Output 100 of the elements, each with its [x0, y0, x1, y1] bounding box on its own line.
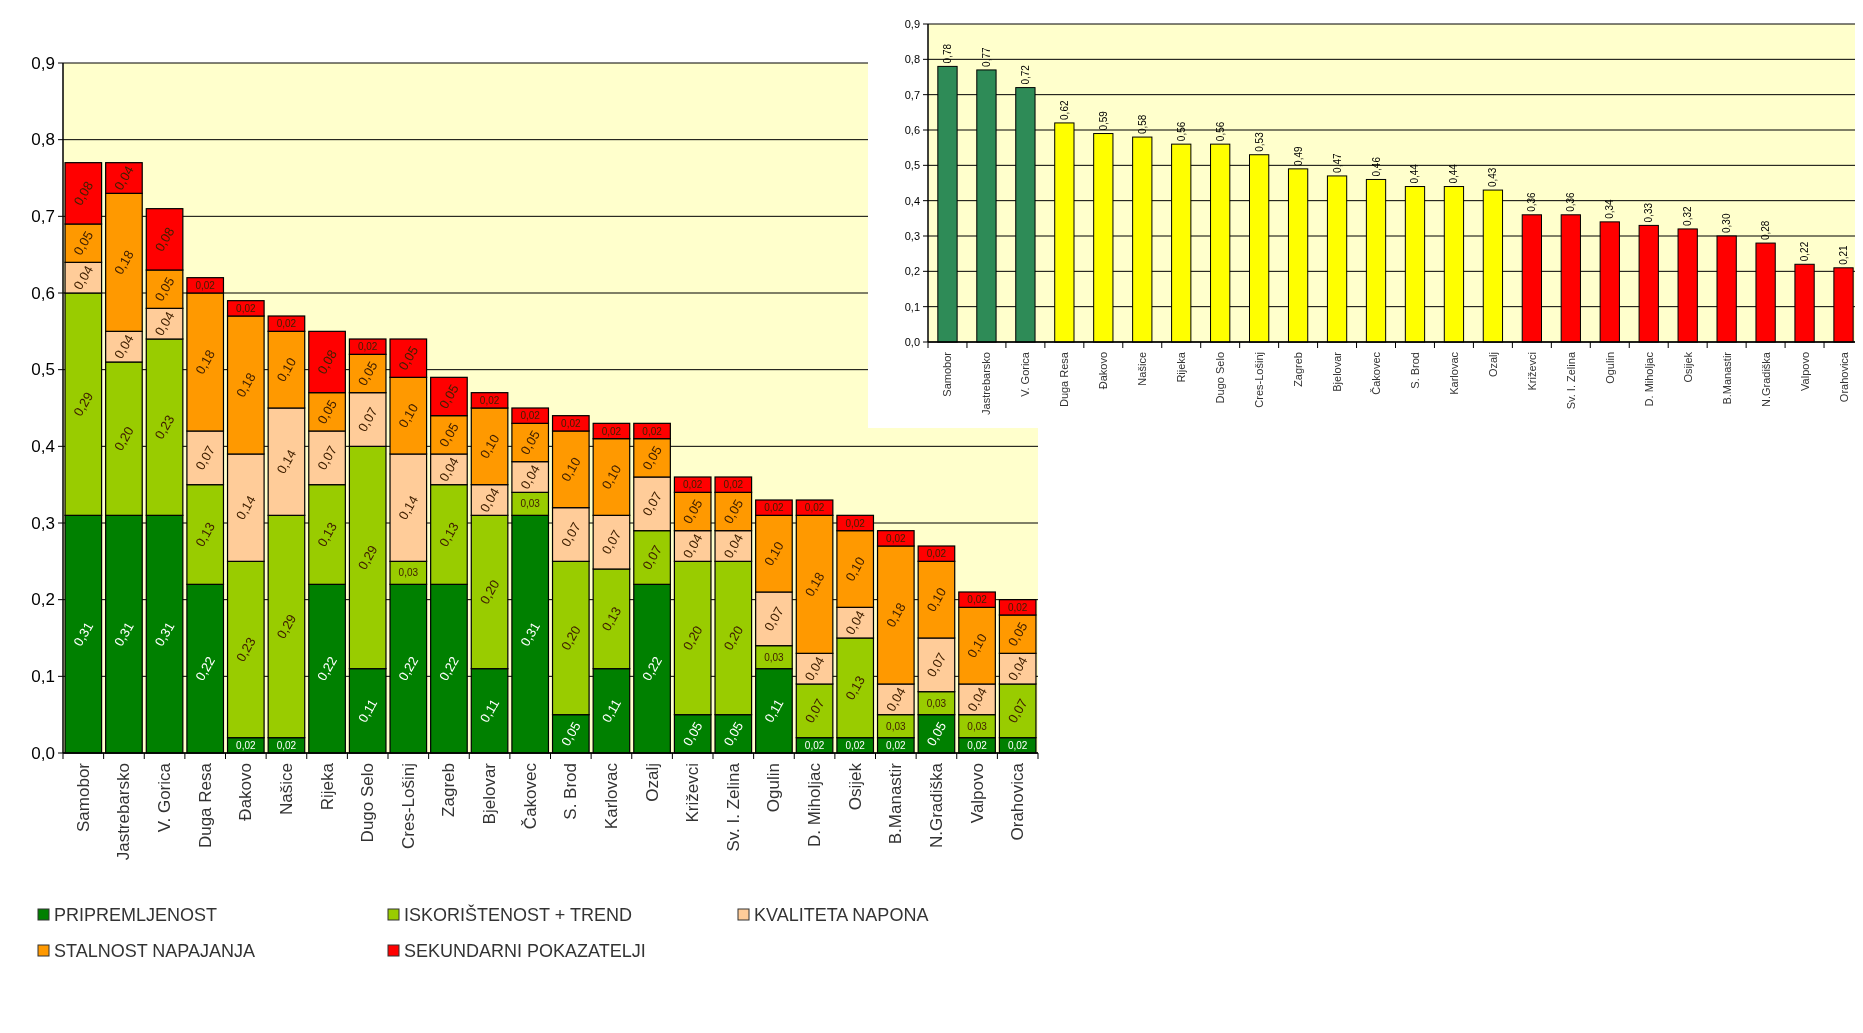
y-tick-label: 0,2 — [31, 590, 55, 610]
data-label: 0,21 — [1838, 244, 1850, 265]
data-label: 0,11 — [355, 696, 381, 726]
x-tick-label: Našice — [1136, 352, 1149, 386]
x-tick-label: Orahovica — [1837, 351, 1850, 403]
x-tick-label: Duga Resa — [1058, 351, 1071, 408]
data-label: 0,02 — [195, 279, 216, 291]
legend-label: STALNOST NAPAJANJA — [54, 941, 256, 961]
x-tick-label: Dugo Selo — [358, 763, 378, 843]
data-label: 0,11 — [476, 696, 503, 726]
x-tick-label: Bjelovar — [1331, 351, 1344, 392]
data-label: 0,02 — [357, 341, 378, 353]
x-tick-label: Karlovac — [1447, 351, 1460, 395]
y-tick-label: 0,8 — [904, 53, 920, 66]
y-tick-label: 0,3 — [904, 230, 920, 242]
y-tick-label: 0,1 — [31, 666, 55, 686]
x-tick-label: D. Miholjac — [1642, 351, 1655, 407]
x-tick-label: V. Gorica — [1019, 351, 1032, 397]
data-label: 0,47 — [1331, 153, 1343, 173]
data-label: 0,28 — [1760, 220, 1772, 241]
x-tick-label: S. Brod — [561, 763, 581, 820]
data-label: 0,02 — [601, 425, 622, 437]
data-label: 0,03 — [764, 651, 785, 663]
x-tick-label: Valpovo — [967, 763, 987, 824]
data-label: 0,02 — [804, 739, 825, 751]
data-label: 0,36 — [1526, 191, 1538, 212]
data-label: 0,02 — [642, 425, 663, 437]
x-tick-label: N.Gradiška — [1759, 351, 1772, 408]
x-tick-label: Ozalj — [1486, 352, 1499, 378]
data-label: 0,02 — [236, 302, 256, 314]
data-label: 0,33 — [1643, 202, 1655, 223]
x-tick-label: B.Manastir — [1720, 351, 1733, 405]
y-tick-label: 0,6 — [31, 283, 55, 303]
x-tick-label: Samobor — [941, 351, 954, 397]
data-label: 0,30 — [1721, 213, 1733, 233]
x-tick-label: D. Miholjac — [805, 762, 825, 848]
data-label: 0,53 — [1253, 131, 1265, 152]
data-label: 0,02 — [804, 502, 825, 514]
x-tick-label: Samobor — [73, 762, 93, 832]
y-tick-label: 0,7 — [904, 88, 920, 101]
y-tick-label: 0,9 — [904, 18, 920, 30]
legend-label: SEKUNDARNI POKAZATELJI — [404, 941, 646, 961]
y-tick-label: 0,7 — [31, 206, 55, 226]
x-tick-label: B.Manastir — [886, 762, 906, 845]
data-label: 0,77 — [980, 47, 992, 67]
y-tick-label: 0,9 — [31, 53, 55, 73]
x-tick-label: Đakovo — [1097, 352, 1110, 390]
y-tick-label: 0,5 — [904, 159, 920, 172]
x-tick-label: Orahovica — [1008, 762, 1028, 841]
data-label: 0,02 — [926, 548, 947, 560]
x-tick-label: Cres-Lošinj — [1253, 352, 1266, 408]
x-tick-label: Jastrebarsko — [980, 352, 993, 415]
x-tick-label: Ogulin — [764, 763, 784, 813]
data-label: 0,03 — [926, 697, 947, 709]
data-label: 0,02 — [845, 517, 866, 529]
y-tick-label: 0,0 — [904, 336, 920, 348]
x-tick-label: Našice — [276, 763, 296, 815]
data-label: 0,32 — [1682, 206, 1694, 226]
x-tick-label: Rijeka — [317, 762, 337, 811]
data-label: 0,44 — [1409, 163, 1421, 184]
data-label: 0,02 — [520, 410, 541, 422]
data-label: 0,02 — [1007, 601, 1028, 613]
data-label: 0,02 — [479, 394, 500, 406]
data-label: 0,62 — [1058, 100, 1070, 120]
y-tick-label: 0,4 — [31, 436, 55, 456]
y-tick-label: 0,5 — [31, 360, 55, 380]
data-label: 0,44 — [1448, 163, 1460, 184]
x-tick-label: Ogulin — [1603, 352, 1616, 384]
data-label: 0,02 — [682, 479, 703, 491]
x-tick-label: Đakovo — [236, 763, 256, 821]
data-label: 0,02 — [561, 417, 581, 429]
data-label: 0,02 — [967, 594, 988, 606]
data-label: 0,36 — [1565, 191, 1577, 212]
data-label: 0,43 — [1487, 167, 1499, 188]
data-label: 0,03 — [398, 567, 419, 579]
data-label: 0,02 — [276, 739, 297, 751]
legend-label: ISKORIŠTENOST + TREND — [404, 904, 632, 925]
data-label: 0,11 — [761, 696, 787, 726]
data-label: 0,11 — [598, 696, 625, 726]
x-tick-label: Karlovac — [601, 762, 621, 830]
y-tick-label: 0,8 — [31, 130, 55, 150]
data-label: 0,02 — [276, 318, 297, 330]
x-tick-label: V. Gorica — [155, 762, 175, 833]
x-tick-label: Osijek — [1681, 351, 1694, 383]
x-tick-label: Zagreb — [439, 763, 459, 817]
data-label: 0,22 — [1799, 241, 1811, 262]
x-tick-label: Zagreb — [1292, 352, 1305, 387]
legend-label: PRIPREMLJENOST — [54, 905, 218, 925]
data-label: 0,02 — [764, 502, 785, 514]
data-label: 0,03 — [967, 720, 988, 732]
x-tick-label: Duga Resa — [195, 762, 215, 849]
legend-label: KVALITETA NAPONA — [754, 905, 929, 925]
x-tick-label: Sv. I. Zelina — [1564, 351, 1577, 410]
x-tick-label: Sv. I. Zelina — [723, 762, 743, 852]
data-label: 0,72 — [1019, 64, 1031, 85]
data-label: 0,02 — [886, 739, 906, 751]
data-label: 0,46 — [1370, 156, 1382, 177]
x-tick-label: Križevci — [683, 763, 703, 823]
y-tick-label: 0,2 — [904, 265, 920, 278]
data-label: 0,02 — [886, 532, 906, 544]
